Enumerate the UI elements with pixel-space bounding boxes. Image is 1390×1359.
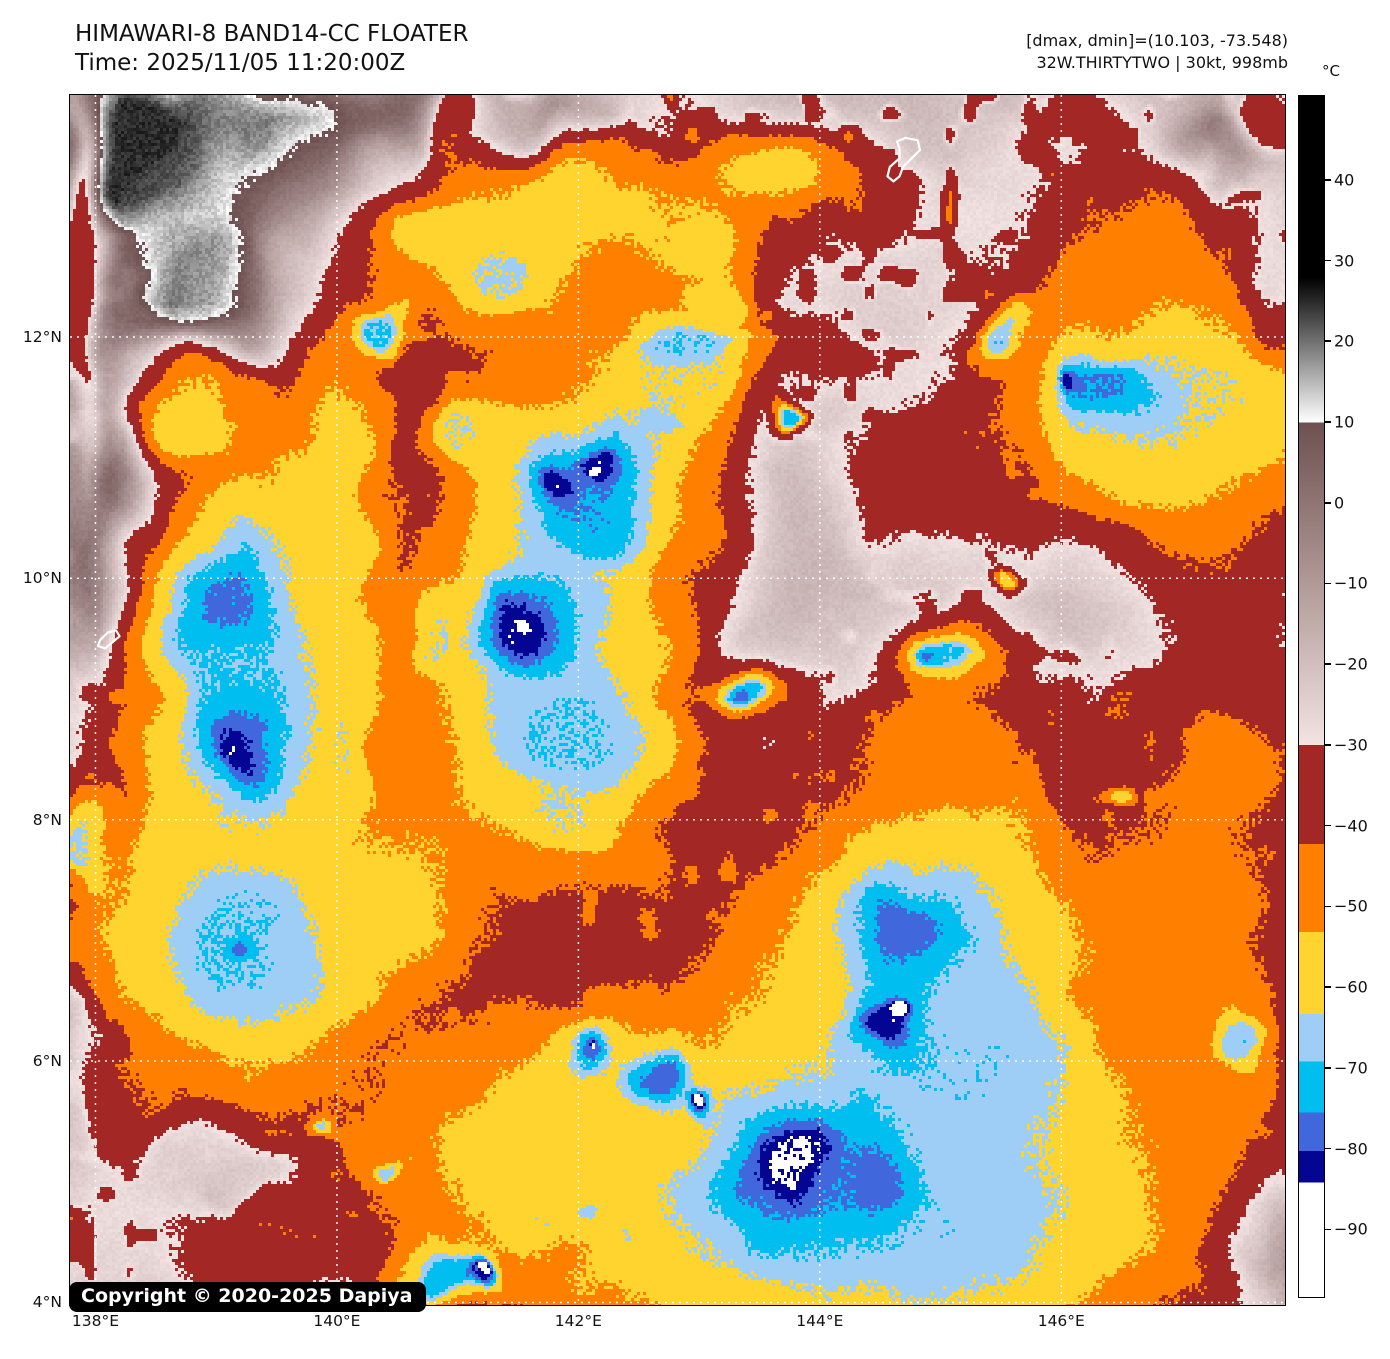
colorbar-tick-mark — [1325, 663, 1331, 665]
colorbar-tick-mark — [1325, 1067, 1331, 1069]
colorbar-tick-mark — [1325, 421, 1331, 423]
colorbar-tick-label: −40 — [1334, 816, 1368, 836]
y-axis-tick-label: 6°N — [32, 1052, 62, 1071]
colorbar-tick-mark — [1325, 178, 1331, 181]
y-axis-tick-label: 12°N — [22, 327, 62, 346]
title-block: HIMAWARI-8 BAND14-CC FLOATER Time: 2025/… — [75, 20, 468, 78]
x-axis-tick-label: 140°E — [313, 1312, 361, 1330]
colorbar-tick-mark — [1325, 824, 1331, 827]
colorbar-tick-mark — [1325, 259, 1331, 262]
x-axis-tick-label: 142°E — [554, 1312, 602, 1330]
colorbar-tick-mark — [1325, 744, 1331, 746]
colorbar-tick-label: −70 — [1334, 1058, 1368, 1078]
y-axis-tick-label: 4°N — [32, 1293, 62, 1312]
colorbar-tick-label: 20 — [1334, 331, 1355, 351]
colorbar-tick-mark — [1325, 905, 1331, 908]
colorbar-tick-label: −20 — [1334, 654, 1368, 674]
colorbar-tick-label: 40 — [1334, 170, 1355, 190]
x-axis-tick-label: 146°E — [1037, 1312, 1085, 1330]
colorbar-tick-mark — [1325, 986, 1331, 988]
satellite-map-frame: Copyright © 2020-2025 Dapiya — [69, 94, 1286, 1312]
colorbar-tick-label: −90 — [1334, 1219, 1368, 1239]
colorbar-tick-mark — [1325, 501, 1331, 504]
x-axis-tick-label: 138°E — [71, 1312, 120, 1330]
x-axis-tick-label: 144°E — [796, 1312, 844, 1330]
colorbar-tick-mark — [1325, 340, 1331, 343]
colorbar-tick-label: −60 — [1334, 977, 1368, 997]
info-block: [dmax, dmin]=(10.103, -73.548) 32W.THIRT… — [1026, 30, 1288, 74]
product-title: HIMAWARI-8 BAND14-CC FLOATER — [75, 21, 469, 47]
copyright-badge: Copyright © 2020-2025 Dapiya — [69, 1282, 427, 1312]
colorbar-tick-label: −50 — [1334, 896, 1368, 916]
product-timestamp: Time: 2025/11/05 11:20:00Z — [75, 50, 406, 76]
colorbar-tick-label: −80 — [1334, 1139, 1368, 1159]
colorbar-tick-label: 10 — [1334, 412, 1355, 432]
colorbar-unit-label: °C — [1322, 62, 1340, 80]
dmax-dmin-readout: [dmax, dmin]=(10.103, -73.548) — [1026, 31, 1288, 50]
colorbar-tick-mark — [1325, 1228, 1331, 1231]
y-axis-tick-label: 8°N — [32, 810, 62, 829]
colorbar-tick-label: 0 — [1334, 493, 1345, 513]
colorbar-tick-label: −30 — [1334, 735, 1368, 755]
temperature-colorbar — [1298, 95, 1325, 1298]
y-axis-tick-label: 10°N — [22, 569, 62, 588]
colorbar-tick-mark — [1325, 1147, 1331, 1150]
storm-id-readout: 32W.THIRTYTWO | 30kt, 998mb — [1036, 53, 1288, 72]
colorbar-tick-mark — [1325, 582, 1331, 585]
satellite-ir-image — [70, 95, 1285, 1305]
colorbar-tick-label: −10 — [1334, 573, 1368, 593]
colorbar-tick-label: 30 — [1334, 251, 1355, 270]
